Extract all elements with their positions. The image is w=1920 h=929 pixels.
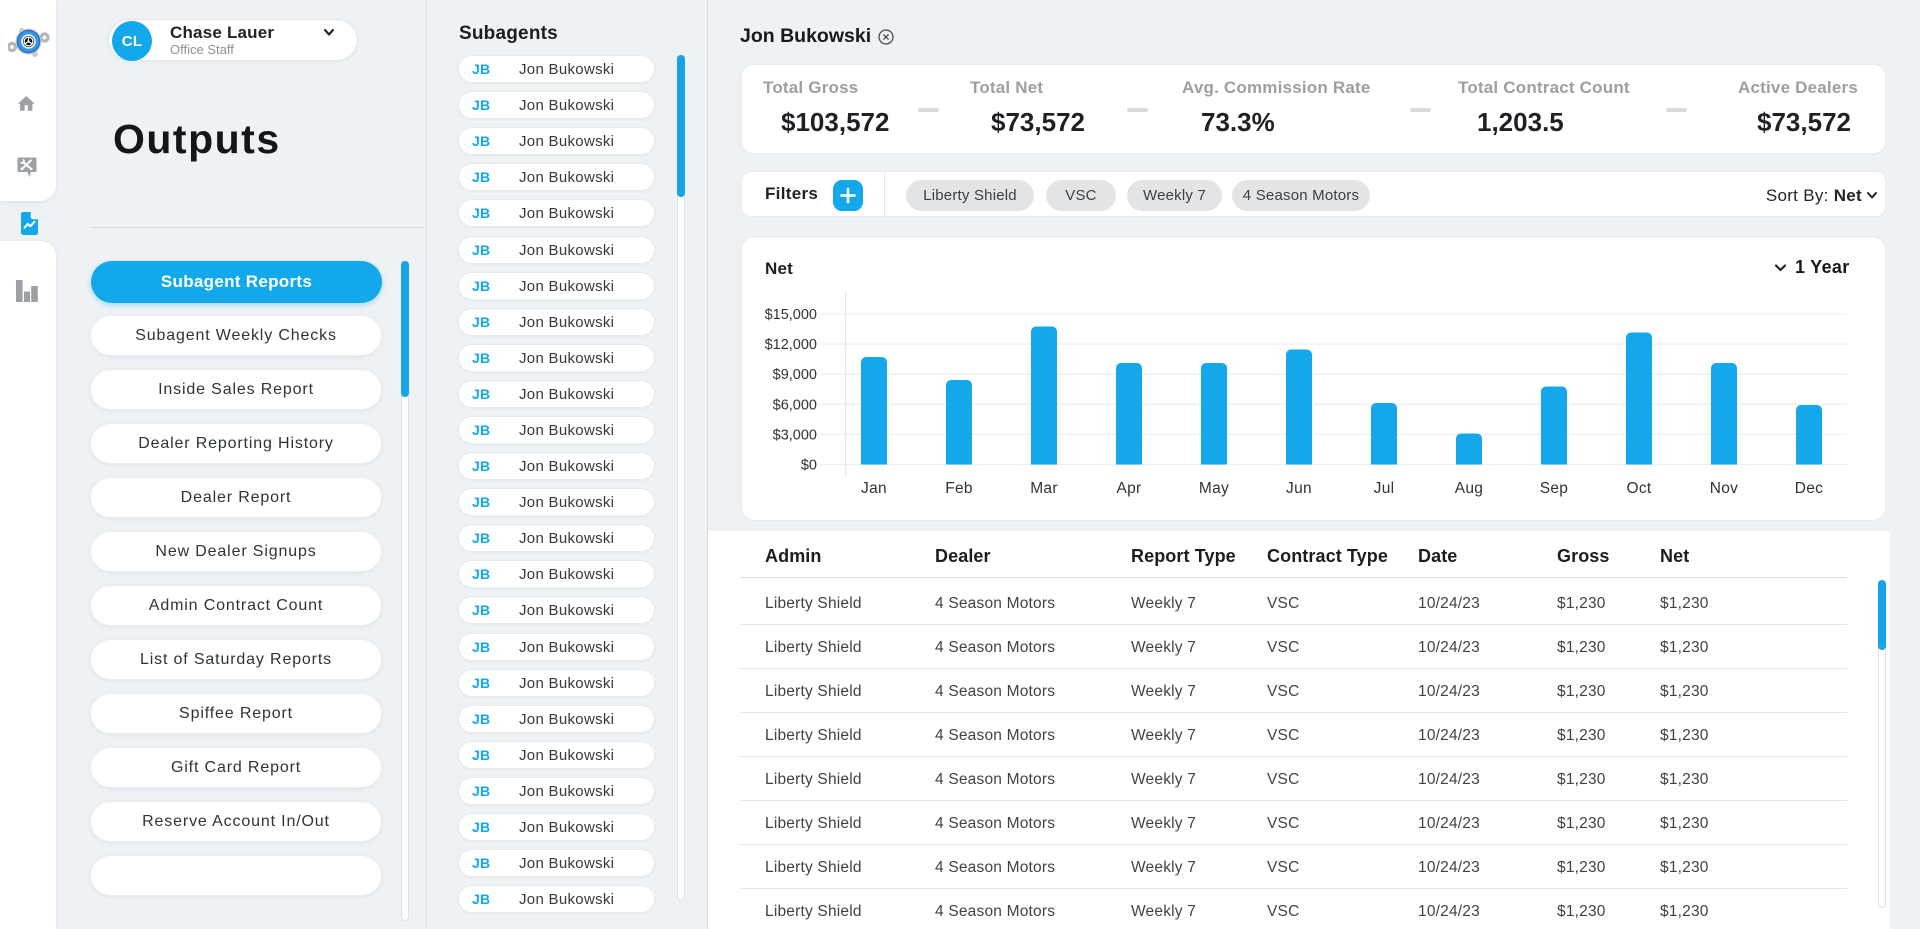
svg-text:$9,000: $9,000 <box>773 367 817 383</box>
svg-text:$3,000: $3,000 <box>773 427 817 443</box>
svg-text:May: May <box>1199 480 1229 497</box>
svg-text:$15,000: $15,000 <box>765 307 817 323</box>
svg-text:Mar: Mar <box>1030 480 1058 497</box>
svg-text:Feb: Feb <box>945 480 973 497</box>
svg-text:Jun: Jun <box>1286 480 1312 497</box>
svg-text:Nov: Nov <box>1710 480 1738 497</box>
svg-text:Sep: Sep <box>1540 480 1568 497</box>
svg-text:Oct: Oct <box>1626 480 1651 497</box>
svg-text:Jul: Jul <box>1374 480 1395 497</box>
svg-text:$6,000: $6,000 <box>773 397 817 413</box>
svg-text:Aug: Aug <box>1455 480 1483 497</box>
svg-text:$0: $0 <box>801 458 817 474</box>
svg-text:Dec: Dec <box>1795 480 1823 497</box>
svg-text:$12,000: $12,000 <box>765 337 817 353</box>
svg-text:Apr: Apr <box>1116 480 1141 497</box>
svg-text:Jan: Jan <box>861 480 887 497</box>
